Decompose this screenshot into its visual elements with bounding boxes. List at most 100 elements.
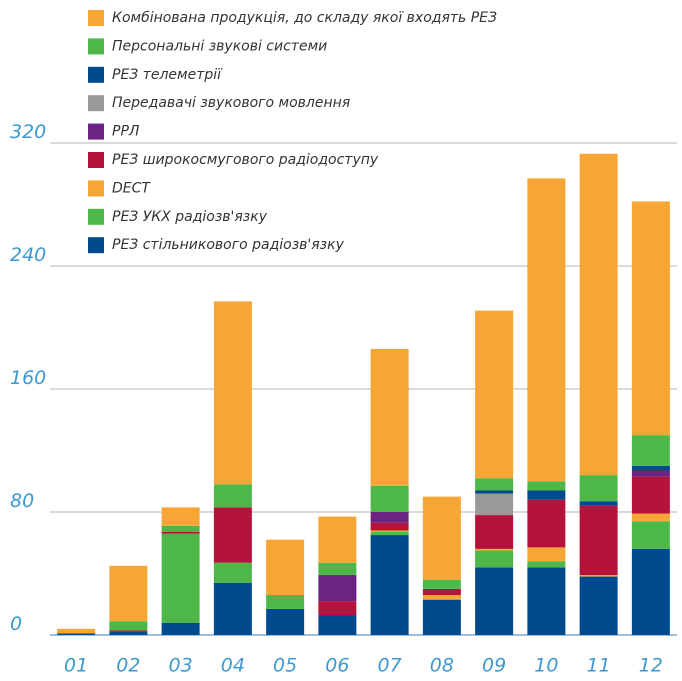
bar-segment — [475, 490, 514, 494]
bar-segment — [213, 582, 252, 635]
legend-label: DECT — [112, 180, 151, 196]
bar-segment — [579, 475, 618, 502]
bar-segment — [318, 575, 357, 602]
legend-label: РЕЗ широкосмугового радіодоступу — [112, 152, 379, 168]
x-tick-label: 03 — [169, 655, 193, 677]
bar-segment — [475, 550, 514, 568]
legend-label: РРЛ — [112, 124, 140, 140]
y-tick-label: 160 — [10, 367, 46, 389]
legend-label: Передавачі звукового мовлення — [112, 95, 350, 111]
x-tick-label: 04 — [221, 655, 245, 677]
legend-swatch — [88, 237, 104, 254]
bar-segment — [318, 562, 357, 576]
bar-segment — [475, 548, 514, 551]
x-tick-label: 06 — [325, 655, 349, 677]
legend-swatch — [88, 95, 104, 112]
bar-segment — [57, 633, 96, 635]
bar-segment — [213, 484, 252, 508]
legend-label: Комбінована продукція, до складу якої вх… — [112, 10, 497, 26]
bar-segment — [422, 579, 461, 589]
x-tick-label: 01 — [64, 655, 88, 677]
bar-segment — [318, 615, 357, 635]
x-tick-label: 07 — [378, 655, 402, 677]
x-tick-label: 08 — [430, 655, 454, 677]
bar-segment — [579, 575, 618, 577]
bar-segment — [631, 548, 670, 635]
bar-segment — [527, 490, 566, 500]
bar-segment — [109, 631, 148, 635]
legend-swatch — [88, 123, 104, 140]
y-tick-label: 240 — [10, 244, 46, 266]
bar-segment — [109, 565, 148, 622]
bar-segment — [266, 539, 305, 596]
bar-segment — [631, 435, 670, 466]
legend-label: РЕЗ стільникового радіозв'язку — [112, 237, 345, 253]
y-tick-label: 80 — [10, 490, 34, 512]
bar-segment — [318, 516, 357, 563]
bar-segment — [527, 481, 566, 491]
bar-segment — [161, 622, 200, 635]
bar-segment — [422, 599, 461, 635]
legend-swatch — [88, 180, 104, 197]
y-tick-label: 320 — [10, 121, 46, 143]
bar-segment — [266, 608, 305, 635]
y-tick-label: 0 — [10, 613, 22, 635]
bar-segment — [161, 525, 200, 532]
x-tick-label: 10 — [534, 655, 558, 677]
bar-segment — [370, 530, 409, 532]
bar-segment — [527, 567, 566, 635]
bar-segment — [109, 630, 148, 632]
bar-segment — [161, 531, 200, 534]
bar-segment — [266, 595, 305, 609]
bar-segment — [422, 496, 461, 580]
bar-segment — [370, 512, 409, 523]
bar-segment — [318, 601, 357, 616]
bar-segment — [475, 310, 514, 479]
legend-label: Персональні звукові системи — [112, 38, 327, 54]
x-tick-label: 12 — [639, 655, 663, 677]
bar-segment — [475, 567, 514, 635]
legend-swatch — [88, 38, 104, 55]
legend-swatch — [88, 152, 104, 168]
legend-swatch — [88, 10, 104, 26]
bar-segment — [370, 349, 409, 486]
bar-segment — [579, 576, 618, 635]
bar-segment — [370, 531, 409, 536]
x-tick-label: 02 — [116, 655, 140, 677]
bar-segment — [370, 522, 409, 531]
bar-segment — [475, 478, 514, 491]
bar-segment — [475, 515, 514, 549]
bar-segment — [213, 301, 252, 485]
bar-segment — [213, 507, 252, 563]
bar-segment — [527, 499, 566, 548]
bar-segment — [631, 521, 670, 549]
bar-segment — [475, 493, 514, 516]
x-tick-label: 09 — [482, 655, 506, 677]
bar-segment — [631, 465, 670, 471]
bar-segment — [370, 485, 409, 512]
x-tick-label: 11 — [587, 655, 611, 677]
bar-segment — [57, 628, 96, 634]
bar-segment — [213, 562, 252, 583]
bar-segment — [631, 201, 670, 436]
legend-swatch — [88, 208, 104, 225]
legend-label: РЕЗ УКХ радіозв'язку — [112, 209, 268, 225]
legend-swatch — [88, 66, 104, 83]
bar-segment — [161, 507, 200, 526]
bar-segment — [631, 476, 670, 514]
bar-segment — [579, 501, 618, 506]
x-tick-label: 05 — [273, 655, 297, 677]
bar-segment — [527, 547, 566, 562]
bar-segment — [422, 588, 461, 596]
bar-segment — [527, 178, 566, 482]
bar-segment — [579, 505, 618, 576]
bar-segment — [161, 533, 200, 623]
bar-segment — [631, 470, 670, 477]
legend-label: РЕЗ телеметрії — [112, 67, 223, 83]
bar-segment — [631, 513, 670, 522]
bar-segment — [109, 621, 148, 631]
bar-segment — [370, 535, 409, 635]
bar-segment — [527, 561, 566, 568]
bar-segment — [422, 595, 461, 600]
